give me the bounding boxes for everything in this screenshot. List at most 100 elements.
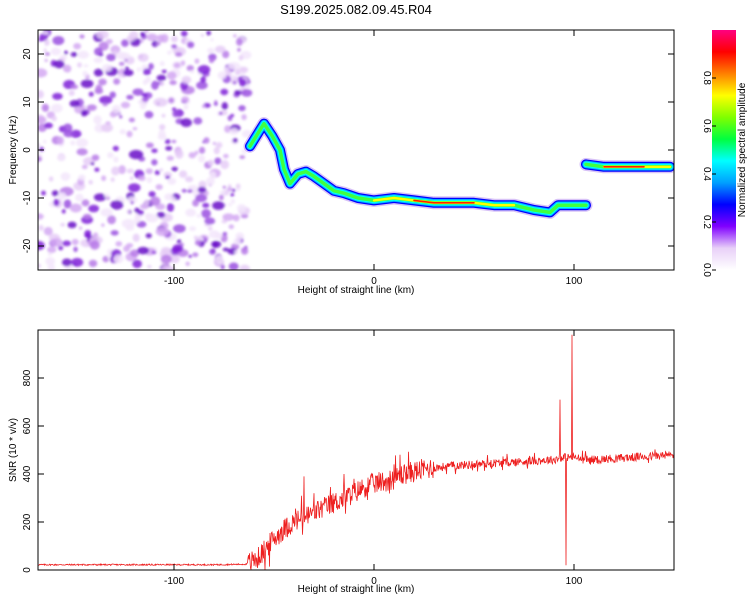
noise-blob	[137, 53, 149, 62]
noise-blob	[79, 34, 85, 39]
top-x-tick-label: 0	[371, 276, 377, 287]
noise-blob	[145, 142, 154, 149]
noise-blob	[101, 175, 107, 182]
noise-blob	[157, 133, 167, 140]
noise-blob	[70, 84, 79, 90]
noise-blob	[171, 44, 178, 49]
noise-blob	[50, 238, 63, 247]
noise-blob	[239, 264, 250, 270]
noise-blob	[196, 213, 201, 218]
noise-blob	[71, 238, 79, 246]
noise-blob	[185, 261, 190, 266]
noise-blob	[38, 68, 48, 78]
noise-blob	[183, 104, 189, 110]
noise-blob	[94, 47, 103, 56]
noise-region	[38, 30, 253, 270]
colorbar-tick-label: 0.2	[701, 215, 712, 229]
noise-blob	[41, 190, 46, 196]
noise-blob	[200, 33, 204, 37]
noise-blob	[109, 91, 116, 99]
snr-line	[38, 334, 674, 570]
noise-blob	[181, 96, 190, 103]
noise-blob	[232, 214, 240, 222]
noise-blob	[94, 167, 100, 172]
noise-blob	[166, 155, 174, 161]
noise-blob	[230, 192, 235, 197]
noise-blob	[98, 78, 107, 86]
noise-blob	[144, 199, 150, 206]
noise-blob	[219, 190, 226, 195]
noise-blob	[69, 203, 82, 213]
noise-blob	[47, 263, 56, 270]
noise-blob	[165, 175, 171, 180]
top-y-tick-label: 10	[22, 96, 33, 108]
noise-blob	[58, 245, 64, 251]
noise-blob	[101, 223, 105, 227]
noise-blob	[115, 241, 123, 247]
noise-blob	[48, 176, 54, 182]
noise-blob	[145, 76, 152, 83]
noise-blob	[44, 122, 53, 129]
noise-blob	[229, 128, 239, 136]
snr-plot-area	[38, 330, 674, 570]
noise-blob	[194, 58, 200, 64]
snr-series-layer	[38, 334, 674, 570]
noise-blob	[136, 67, 142, 72]
noise-blob	[235, 232, 245, 240]
noise-blob	[233, 238, 241, 245]
noise-blob	[214, 232, 223, 240]
noise-blob	[93, 68, 104, 77]
noise-blob	[88, 259, 98, 268]
noise-blob	[214, 45, 226, 53]
bottom-y-tick-label: 400	[22, 465, 33, 482]
noise-blob	[238, 105, 246, 112]
top-y-tick-label: 0	[22, 147, 33, 153]
noise-blob	[148, 191, 156, 198]
noise-blob	[51, 190, 59, 197]
noise-blob	[90, 162, 95, 166]
noise-blob	[212, 141, 216, 145]
noise-blob	[218, 111, 223, 116]
noise-blob	[134, 215, 141, 224]
noise-blob	[194, 240, 202, 246]
noise-blob	[50, 47, 62, 56]
bottom-x-tick-label: 100	[566, 576, 583, 587]
noise-blob	[234, 249, 239, 254]
noise-blob	[211, 240, 222, 248]
noise-blob	[43, 31, 49, 35]
noise-blob	[180, 118, 193, 127]
noise-blob	[100, 123, 114, 133]
top-y-tick-label: -20	[22, 238, 33, 253]
noise-blob	[228, 203, 232, 207]
noise-blob	[164, 139, 171, 145]
noise-blob	[110, 45, 121, 54]
noise-blob	[106, 53, 116, 62]
noise-blob	[142, 96, 149, 102]
noise-blob	[145, 233, 152, 239]
noise-blob	[236, 188, 241, 192]
noise-blob	[117, 74, 123, 79]
noise-blob	[181, 188, 187, 193]
noise-blob	[102, 102, 108, 107]
noise-blob	[155, 226, 170, 237]
noise-blob	[71, 257, 84, 267]
noise-blob	[100, 208, 113, 217]
noise-blob	[186, 41, 195, 49]
noise-blob	[181, 75, 192, 84]
colorbar: 0.0 0.2 0.4 0.6 0.8 Normalized spectral ampl…	[701, 30, 748, 277]
noise-blob	[173, 62, 181, 69]
noise-blob	[159, 81, 165, 87]
noise-blob	[234, 68, 241, 76]
noise-blob	[38, 156, 43, 162]
snr-panel: -100 0 100 0 200 400 600 800 Height of straight…	[8, 329, 675, 595]
noise-blob	[213, 146, 220, 155]
noise-blob	[215, 142, 223, 149]
noise-blob	[43, 227, 53, 236]
noise-blob	[76, 148, 88, 156]
colorbar-tick-label: 0.6	[701, 119, 712, 133]
noise-blob	[77, 50, 90, 59]
noise-blob	[151, 250, 157, 255]
noise-blob	[167, 177, 177, 185]
bottom-y-tick-label: 800	[22, 369, 33, 386]
noise-blob	[47, 252, 52, 256]
